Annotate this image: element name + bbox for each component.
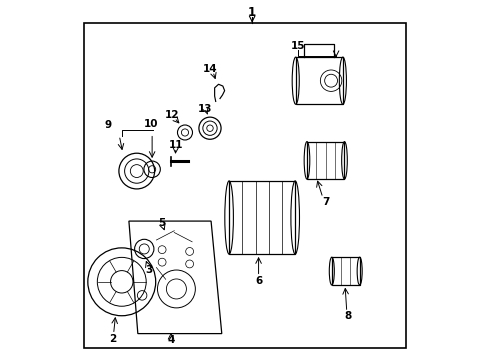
Bar [229,181,295,254]
Text: 6: 6 [255,276,262,286]
Text: 3: 3 [146,265,153,275]
Bar [296,57,343,104]
Text: 14: 14 [203,64,218,73]
Text: 13: 13 [198,104,212,113]
Text: 7: 7 [322,197,329,207]
Text: 8: 8 [344,311,351,321]
Text: 1: 1 [248,6,256,19]
Text: 15: 15 [291,41,305,51]
Text: 10: 10 [144,118,159,129]
Text: 2: 2 [109,334,117,344]
Text: 11: 11 [169,140,184,150]
Text: 5: 5 [158,218,166,228]
Text: 9: 9 [105,120,112,130]
Text: 4: 4 [168,335,175,345]
Bar [332,257,360,285]
Bar [307,141,344,179]
Text: 12: 12 [165,110,179,120]
